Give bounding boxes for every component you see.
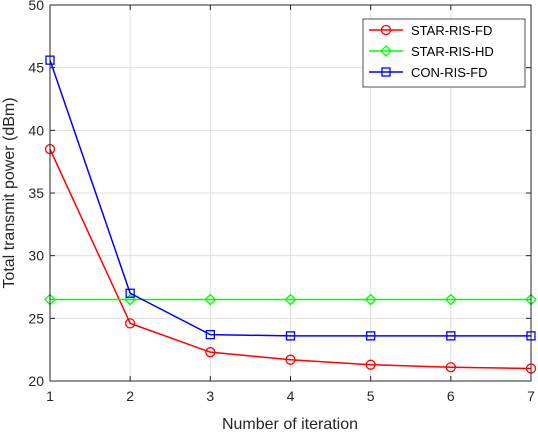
y-tick-label: 40: [28, 122, 44, 138]
legend-label-star-ris-hd: STAR-RIS-HD: [411, 44, 494, 59]
data-point-star-ris-fd: [445, 362, 456, 373]
x-tick-label: 4: [287, 388, 295, 404]
series-line-con-ris-fd: [49, 59, 531, 337]
data-point-star-ris-fd: [365, 359, 376, 370]
x-tick-label: 3: [206, 388, 214, 404]
x-ticks: 1 2 3 4 5 6 7: [46, 5, 535, 404]
legend: STAR-RIS-FD STAR-RIS-HD CON-RIS-FD: [362, 18, 526, 88]
y-tick-label: 30: [28, 248, 44, 264]
data-point-star-ris-fd: [205, 347, 216, 358]
series-layer: [44, 55, 537, 374]
data-point-star-ris-fd: [125, 318, 136, 329]
data-point-star-ris-hd: [204, 293, 217, 306]
y-tick-label: 50: [28, 0, 44, 13]
x-tick-label: 5: [367, 388, 375, 404]
legend-marker-star-ris-hd: [380, 45, 392, 57]
y-tick-label: 35: [28, 185, 44, 201]
data-point-con-ris-fd: [366, 331, 376, 341]
x-axis-title: Number of iteration: [222, 416, 358, 432]
series-line-star-ris-fd: [49, 148, 532, 370]
data-point-con-ris-fd: [125, 288, 135, 298]
data-point-star-ris-hd: [284, 293, 297, 306]
data-point-con-ris-fd: [285, 331, 296, 341]
legend-marker-con-ris-fd: [381, 67, 391, 77]
y-ticks: 20 25 30 35 40 45 50: [28, 0, 531, 389]
data-point-star-ris-fd: [285, 354, 296, 365]
x-tick-label: 6: [447, 388, 455, 404]
legend-label-star-ris-fd: STAR-RIS-FD: [411, 23, 492, 38]
y-tick-label: 45: [28, 60, 44, 76]
data-point-con-ris-fd: [446, 331, 456, 341]
y-tick-label: 25: [28, 310, 44, 326]
data-point-star-ris-hd: [364, 293, 377, 306]
legend-label-con-ris-fd: CON-RIS-FD: [411, 65, 488, 80]
x-tick-label: 7: [527, 388, 535, 404]
legend-marker-star-ris-fd: [380, 24, 392, 36]
series-star-ris-fd: [44, 143, 537, 374]
y-axis-title: Total transmit power (dBm): [1, 97, 18, 288]
data-point-con-ris-fd: [205, 329, 215, 340]
y-tick-label: 20: [28, 373, 44, 389]
x-tick-label: 1: [46, 388, 54, 404]
x-tick-label: 2: [126, 388, 134, 404]
series-con-ris-fd: [45, 55, 536, 341]
data-point-star-ris-hd: [444, 293, 457, 306]
